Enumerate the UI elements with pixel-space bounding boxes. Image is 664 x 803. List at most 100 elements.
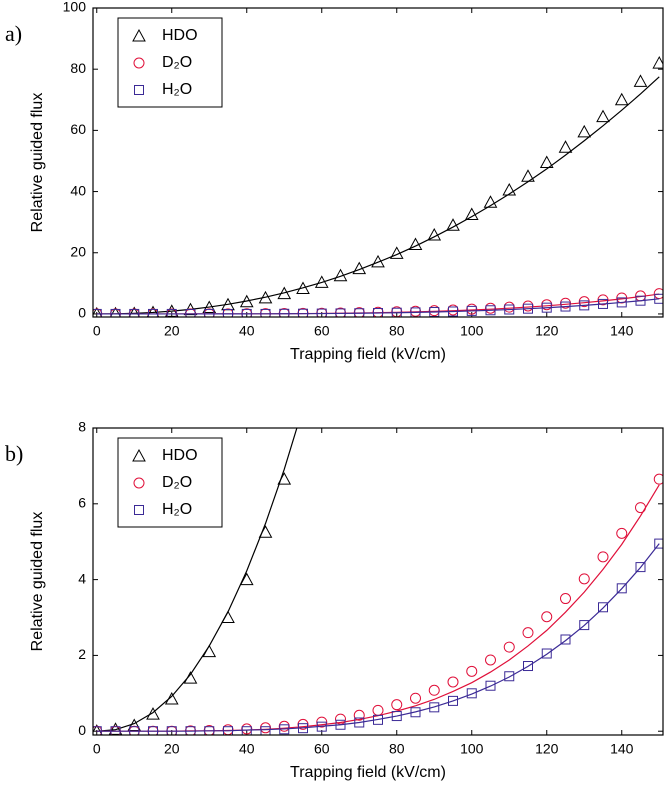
marker-circle xyxy=(578,573,590,585)
marker-square xyxy=(448,306,458,317)
y-tick-label: 6 xyxy=(78,495,86,511)
marker-square xyxy=(279,724,290,735)
marker-square xyxy=(448,695,458,706)
marker-triangle xyxy=(314,275,329,288)
legend-marker xyxy=(132,448,146,462)
marker-square xyxy=(485,680,496,691)
marker-triangle xyxy=(277,286,292,300)
x-axis-title: Trapping field (kV/cm) xyxy=(290,764,446,781)
marker-square xyxy=(373,714,383,725)
marker-circle xyxy=(353,709,365,721)
marker-triangle xyxy=(221,610,235,624)
marker-triangle xyxy=(239,294,254,308)
marker-square xyxy=(429,702,440,713)
marker-square xyxy=(110,726,121,735)
marker-square xyxy=(316,308,327,317)
y-tick-label: 20 xyxy=(70,243,86,259)
marker-square xyxy=(579,620,590,631)
marker-square xyxy=(410,707,421,718)
marker-circle xyxy=(653,473,663,485)
marker-circle xyxy=(653,288,663,300)
plot-frame xyxy=(92,7,664,318)
marker-triangle xyxy=(296,281,310,295)
marker-circle xyxy=(541,611,553,623)
marker-square xyxy=(635,562,646,573)
legend-label: HDO xyxy=(162,447,198,464)
marker-circle xyxy=(485,302,496,314)
marker-square xyxy=(335,308,346,317)
marker-triangle xyxy=(239,572,254,586)
panel: a) 0 20 40 60 80 100 0 20 40 60 80 100 120 140 Trapping… xyxy=(5,0,664,363)
legend: HDO D₂O H₂O xyxy=(117,17,223,108)
marker-triangle xyxy=(464,207,479,221)
marker-circle xyxy=(447,676,459,688)
marker-square xyxy=(579,300,590,311)
y-tick-label: 100 xyxy=(63,0,87,15)
marker-square xyxy=(260,726,271,735)
legend-marker xyxy=(134,85,144,95)
marker-triangle xyxy=(202,300,217,314)
marker-triangle xyxy=(558,140,573,153)
marker-circle xyxy=(222,724,234,735)
x-tick-label: 20 xyxy=(164,323,180,339)
marker-triangle xyxy=(372,81,384,92)
marker-square xyxy=(241,726,252,735)
marker-square xyxy=(223,308,233,317)
marker-square xyxy=(616,297,627,308)
marker-square xyxy=(504,671,515,682)
marker-triangle xyxy=(539,155,554,168)
x-tick-label: 80 xyxy=(389,741,405,757)
marker-square xyxy=(185,308,196,317)
x-tick-label: 120 xyxy=(535,323,559,339)
marker-square xyxy=(373,308,383,317)
marker-square xyxy=(129,726,140,735)
marker-triangle xyxy=(502,182,517,196)
marker-square xyxy=(185,726,196,735)
marker-square xyxy=(354,717,365,728)
panel-label: b) xyxy=(5,441,23,466)
y-tick-label: 0 xyxy=(78,305,86,321)
marker-triangle xyxy=(335,251,347,262)
marker-square xyxy=(335,719,346,730)
marker-square xyxy=(129,308,140,317)
marker-triangle xyxy=(427,227,442,241)
marker-square xyxy=(466,305,477,316)
legend-label: H₂O xyxy=(162,501,192,518)
y-tick-label: 80 xyxy=(70,60,86,76)
marker-circle xyxy=(260,722,271,734)
marker-triangle xyxy=(446,218,460,231)
x-tick-label: 100 xyxy=(460,741,484,757)
marker-triangle xyxy=(483,195,498,208)
marker-square xyxy=(560,634,571,645)
marker-triangle xyxy=(146,305,160,317)
y-tick-label: 8 xyxy=(78,419,86,435)
marker-square xyxy=(391,711,402,722)
marker-square xyxy=(485,305,496,316)
marker-square xyxy=(148,726,158,735)
marker-circle xyxy=(372,704,384,716)
marker-square xyxy=(504,304,515,315)
marker-square xyxy=(241,308,252,317)
y-tick-label: 40 xyxy=(70,182,86,198)
marker-triangle xyxy=(164,304,179,317)
y-tick-label: 2 xyxy=(78,646,86,662)
marker-square xyxy=(616,583,627,594)
marker-square xyxy=(166,726,177,735)
marker-triangle xyxy=(577,124,592,138)
marker-square xyxy=(523,661,533,672)
legend-box xyxy=(117,437,223,528)
marker-circle xyxy=(391,699,403,711)
marker-triangle xyxy=(108,722,123,735)
plot-area xyxy=(93,56,663,317)
marker-square xyxy=(279,308,290,317)
marker-square xyxy=(635,295,646,306)
marker-circle xyxy=(597,551,609,563)
marker-circle xyxy=(485,654,496,666)
x-tick-label: 140 xyxy=(610,741,634,757)
marker-square xyxy=(523,303,533,314)
marker-square xyxy=(466,688,477,699)
legend-box xyxy=(117,17,223,108)
marker-triangle xyxy=(614,92,629,106)
